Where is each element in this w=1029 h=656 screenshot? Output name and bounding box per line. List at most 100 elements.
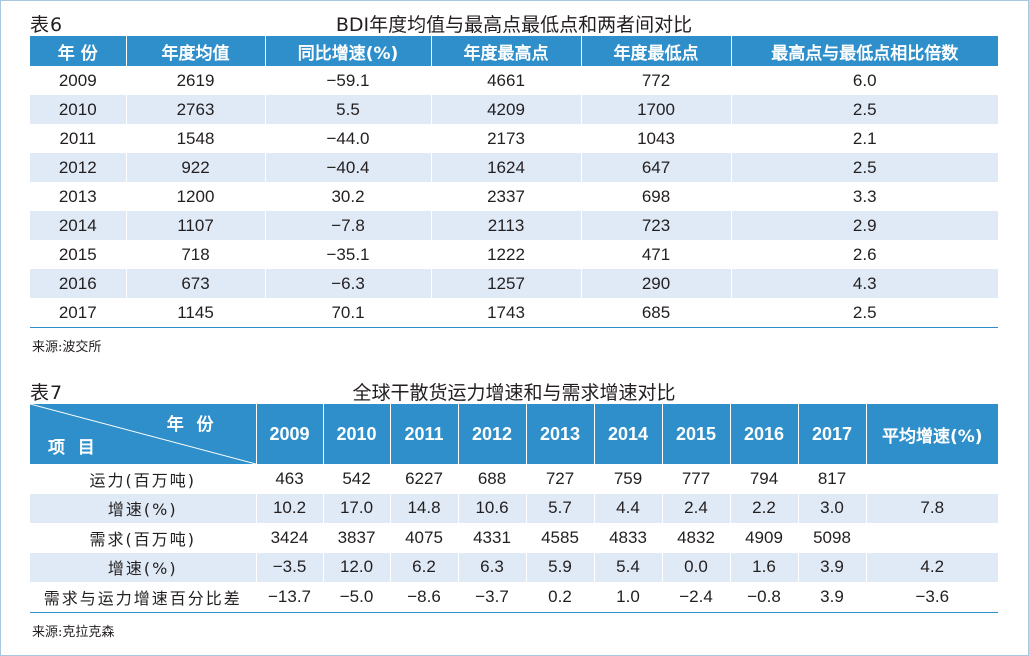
table-cell: 4.3 [730, 269, 998, 298]
table-cell: 647 [580, 153, 731, 182]
avg-cell: 4.2 [865, 552, 998, 582]
table-cell: 471 [580, 240, 731, 269]
table-row: 运力(百万吨) 463 542 6227 688 727 759 777 794 817 [30, 464, 998, 494]
table-cell: −13.7 [255, 582, 323, 613]
table-cell: −44.0 [264, 124, 431, 153]
table-cell: 2113 [430, 211, 581, 240]
table7-year-header: 2017 [797, 404, 866, 464]
table-cell: 2.4 [661, 493, 730, 523]
table-cell: 1548 [125, 124, 265, 153]
table-cell: 727 [525, 464, 594, 494]
table7-year-header: 2013 [525, 404, 594, 464]
table6-header-cell: 年度最低点 [580, 36, 731, 66]
table-cell: 2.6 [730, 240, 998, 269]
table7-header-row: 年 份 项 目 2009 2010 2011 2012 2013 2014 2015 2016… [30, 404, 998, 464]
table7-title: 全球干散货运力增速和与需求增速对比 [352, 382, 676, 404]
table-row: 2011 1548 −44.0 2173 1043 2.1 [30, 124, 998, 153]
table-cell: 5.4 [593, 552, 662, 582]
table6-header-cell: 年度最高点 [430, 36, 581, 66]
table-cell: 772 [580, 66, 731, 95]
table-row: 2014 1107 −7.8 2113 723 2.9 [30, 211, 998, 240]
table-cell: −5.0 [322, 582, 390, 613]
table-cell: 2619 [125, 66, 265, 95]
table-cell: 2763 [125, 95, 265, 124]
row-item-label: 需求与运力增速百分比差 [30, 582, 256, 613]
table-row: 需求与运力增速百分比差 −13.7 −5.0 −8.6 −3.7 0.2 1.0 −2.4 −0… [30, 582, 998, 613]
table-cell: 688 [457, 464, 526, 494]
row-item-label: 增速(%) [30, 552, 256, 582]
table7-year-header: 2009 [255, 404, 323, 464]
table-cell: 2.1 [730, 124, 998, 153]
table-cell: 542 [322, 464, 390, 494]
table-cell: 2009 [58, 70, 97, 90]
table-cell: 2014 [30, 211, 126, 240]
table-row: 2009 2619 −59.1 4661 772 6.0 [30, 66, 998, 95]
table-cell: 6.2 [389, 552, 458, 582]
table-cell: 10.2 [255, 493, 323, 523]
table7: 年 份 项 目 2009 2010 2011 2012 2013 2014 2015 2016… [30, 404, 998, 613]
table-cell: 70.1 [264, 298, 431, 328]
table7-corner-header: 年 份 项 目 [30, 404, 256, 464]
table7-year-header: 2014 [593, 404, 662, 464]
table-cell: 2013 [58, 186, 97, 206]
table7-year-header: 2012 [457, 404, 526, 464]
table-cell: 4832 [661, 523, 730, 553]
table-cell: 4585 [525, 523, 594, 553]
table-cell: 817 [797, 464, 866, 494]
corner-year-label: 年 份 [166, 415, 218, 434]
table-cell: 2173 [430, 124, 581, 153]
table-row: 2016 673 −6.3 1257 290 4.3 [30, 269, 998, 298]
table-cell: 3.0 [797, 493, 866, 523]
table-cell: 6227 [389, 464, 458, 494]
table-row: 增速(%) −3.5 12.0 6.2 6.3 5.9 5.4 0.0 1.6 3.9 4.2 [30, 552, 998, 582]
table-cell: 12.0 [322, 552, 390, 582]
row-item-label: 运力(百万吨) [89, 470, 196, 490]
table6-header-cell: 年度均值 [125, 36, 265, 66]
row-item-label: 增速(%) [30, 493, 256, 523]
table-cell: 2337 [430, 182, 581, 211]
table-cell: 30.2 [264, 182, 431, 211]
table-cell: 1107 [125, 211, 265, 240]
table-row: 2015 718 −35.1 1222 471 2.6 [30, 240, 998, 269]
table-cell: 3.9 [797, 552, 866, 582]
table-cell: −0.8 [729, 582, 798, 613]
table-cell: −7.8 [264, 211, 431, 240]
table-row: 2013 1200 30.2 2337 698 3.3 [30, 182, 998, 211]
table-cell: 2010 [30, 95, 126, 124]
table-cell: 1145 [125, 298, 265, 328]
table-cell: 1700 [580, 95, 731, 124]
table-cell: 723 [580, 211, 731, 240]
table-cell: 3.3 [730, 182, 998, 211]
table-cell: 1.6 [729, 552, 798, 582]
table-cell: 290 [580, 269, 731, 298]
table-cell: 4.4 [593, 493, 662, 523]
table-cell: −40.4 [264, 153, 431, 182]
table-cell: 1043 [580, 124, 731, 153]
table-cell: 777 [661, 464, 730, 494]
table-cell: 2.5 [730, 153, 998, 182]
table-cell: 1200 [125, 182, 265, 211]
table-cell: 2016 [30, 269, 126, 298]
table-cell: 2017 [30, 298, 126, 328]
table6-header-cell: 同比增速(%) [264, 36, 431, 66]
table7-year-header: 2010 [322, 404, 390, 464]
table6-label: 表6 [30, 14, 64, 36]
corner-item-label: 项 目 [48, 438, 99, 457]
table-cell: 3837 [322, 523, 390, 553]
table-cell: 4209 [430, 95, 581, 124]
table-cell: −8.6 [389, 582, 458, 613]
table-cell: 2012 [30, 153, 126, 182]
table7-year-header: 2011 [389, 404, 458, 464]
table7-label: 表7 [30, 382, 64, 404]
table-cell: 4909 [729, 523, 798, 553]
table7-source: 来源:克拉克森 [32, 624, 115, 640]
avg-cell: −3.6 [865, 582, 998, 613]
table-cell: 4075 [389, 523, 458, 553]
table-row: 2017 1145 70.1 1743 685 2.5 [30, 298, 998, 328]
table-cell: 2.9 [730, 211, 998, 240]
table-cell: 698 [580, 182, 731, 211]
table-cell: 5098 [797, 523, 866, 553]
table-cell: 685 [580, 298, 731, 328]
table-cell: 759 [593, 464, 662, 494]
table-cell: 4331 [457, 523, 526, 553]
